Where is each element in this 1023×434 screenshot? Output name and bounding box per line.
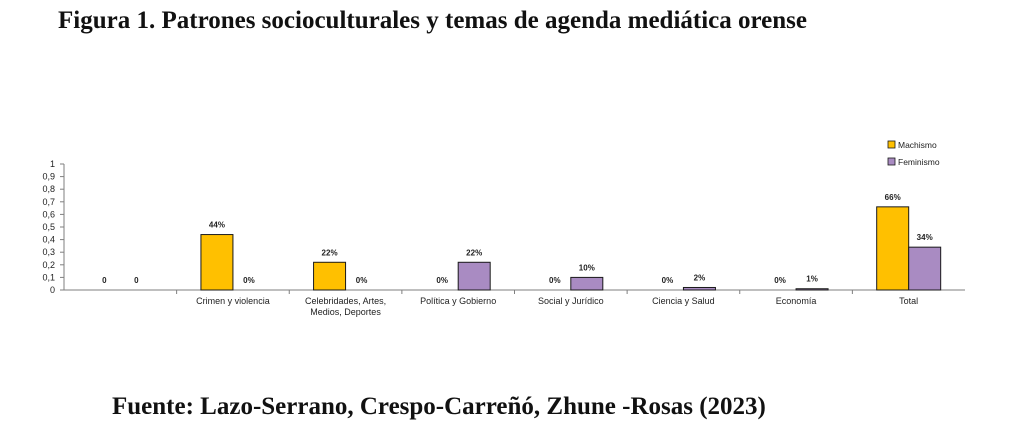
data-label: 1% — [806, 275, 818, 284]
bar-machismo — [876, 206, 910, 291]
x-tick-label: Ciencia y Salud — [652, 296, 715, 306]
x-tick-label: Crimen y violencia — [196, 296, 270, 306]
x-tick-label-line: Economía — [776, 296, 817, 306]
data-label: 0% — [662, 276, 674, 285]
data-label: 22% — [466, 248, 482, 257]
bar-machismo — [313, 261, 347, 291]
bar-feminismo — [457, 261, 491, 291]
x-tick-label-line: Crimen y violencia — [196, 296, 270, 306]
legend-swatch-machismo — [887, 140, 896, 149]
data-label: 66% — [885, 193, 901, 202]
y-tick-label: 0,7 — [42, 197, 55, 207]
x-tick-label-line: Ciencia y Salud — [652, 296, 715, 306]
data-label: 10% — [579, 263, 595, 272]
y-tick-label: 1 — [50, 159, 55, 169]
bar-feminismo — [908, 246, 942, 291]
bar-feminismo — [682, 286, 716, 291]
bar-machismo — [200, 234, 234, 291]
x-tick-label: Total — [899, 296, 918, 306]
x-tick-label-line: Política y Gobierno — [420, 296, 496, 306]
data-label: 34% — [917, 233, 933, 242]
x-tick-label: Celebridades, Artes, Medios, Deportes — [305, 296, 386, 317]
y-tick-label: 0,9 — [42, 172, 55, 182]
y-tick-label: 0 — [50, 285, 55, 295]
data-label: 0% — [774, 276, 786, 285]
data-label: 0% — [356, 276, 368, 285]
legend-swatch-feminismo — [887, 157, 896, 166]
data-label: 0 — [134, 276, 139, 285]
figure-source: Fuente: Lazo-Serrano, Crespo-Carreñó, Zh… — [112, 393, 766, 420]
y-axis: 0 0,1 0,2 0,3 0,4 0,5 0,6 0,7 0,8 0,9 1 — [42, 159, 65, 295]
y-tick-label: 0,5 — [42, 222, 55, 232]
y-tick-label: 0,3 — [42, 247, 55, 257]
data-label: 0% — [436, 276, 448, 285]
x-tick-label: Economía — [776, 296, 817, 306]
y-tick-label: 0,8 — [42, 184, 55, 194]
y-tick-label: 0,4 — [42, 235, 55, 245]
legend-label-machismo: Machismo — [898, 140, 937, 150]
bar-feminismo — [795, 288, 829, 291]
legend: Machismo Feminismo — [887, 140, 940, 167]
data-label: 22% — [322, 248, 338, 257]
x-axis: Crimen y violencia Celebridades, Artes, Me… — [64, 289, 965, 317]
x-tick-label-line: Social y Jurídico — [538, 296, 604, 306]
data-label: 0 — [102, 276, 107, 285]
x-tick-label: Política y Gobierno — [420, 296, 496, 306]
x-tick-label: Social y Jurídico — [538, 296, 604, 306]
y-tick-label: 0,1 — [42, 272, 55, 282]
bars — [200, 206, 942, 291]
figure-title: Figura 1. Patrones socioculturales y tem… — [58, 7, 807, 34]
legend-label-feminismo: Feminismo — [898, 157, 940, 167]
data-label: 2% — [694, 273, 706, 282]
x-tick-label-line: Celebridades, Artes, — [305, 296, 386, 306]
x-tick-label-line: Medios, Deportes — [310, 307, 381, 317]
data-labels: 0 0 44% 0% 22% 0% 0% 22% 0% 10% 0% 2% 0% 1% 66% 34% — [102, 193, 933, 285]
data-label: 0% — [549, 276, 561, 285]
data-label: 44% — [209, 221, 225, 230]
y-tick-label: 0,2 — [42, 260, 55, 270]
y-tick-label: 0,6 — [42, 209, 55, 219]
bar-feminismo — [570, 276, 604, 291]
x-tick-label-line: Total — [899, 296, 918, 306]
data-label: 0% — [243, 276, 255, 285]
